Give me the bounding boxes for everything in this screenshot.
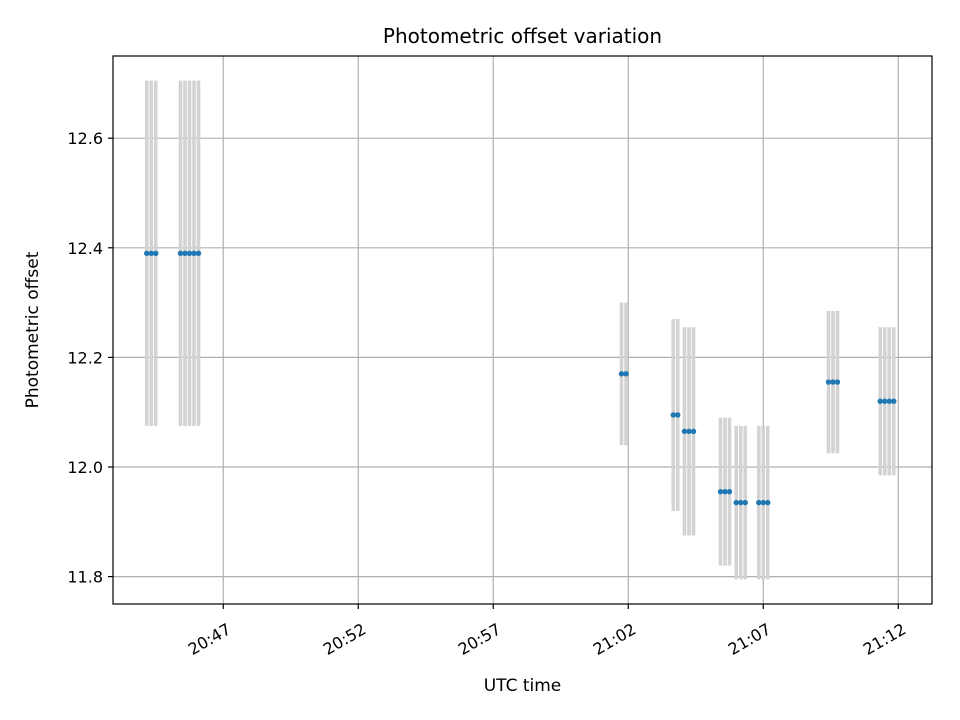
data-point <box>191 250 197 256</box>
data-point <box>686 428 692 435</box>
data-point <box>738 499 744 506</box>
data-point <box>177 250 184 256</box>
data-point <box>195 250 202 256</box>
data-point <box>825 379 832 385</box>
data-point <box>690 428 697 435</box>
data-point <box>765 499 771 506</box>
data-point <box>144 250 150 256</box>
data-point <box>681 428 688 435</box>
y-tick-label: 12.4 <box>67 239 103 258</box>
x-tick-label: 20:57 <box>455 619 504 659</box>
data-point <box>717 488 724 495</box>
data-point <box>891 398 897 404</box>
x-tick-label: 20:52 <box>320 619 369 659</box>
data-point <box>742 499 748 506</box>
data-point <box>153 250 159 256</box>
data-point <box>623 371 629 377</box>
data-points <box>144 250 897 506</box>
y-tick-label: 11.8 <box>67 568 103 587</box>
plot-frame <box>112 55 933 605</box>
data-point <box>186 250 193 256</box>
x-tick-label: 20:47 <box>185 619 234 659</box>
data-point <box>182 250 188 256</box>
data-point <box>886 398 892 404</box>
x-axis-label: UTC time <box>484 676 562 696</box>
y-tick-label: 12.6 <box>67 129 103 148</box>
data-point <box>722 488 728 495</box>
data-point <box>733 499 739 506</box>
y-tick-label: 12.0 <box>67 458 103 477</box>
y-tick-label: 12.2 <box>67 348 103 367</box>
error-bars <box>144 80 896 580</box>
data-point <box>830 379 836 385</box>
data-point <box>726 488 733 495</box>
x-tick-label: 21:07 <box>725 619 774 659</box>
data-point <box>670 412 676 418</box>
x-tick-label: 21:02 <box>590 619 639 659</box>
data-point <box>882 398 888 404</box>
data-point <box>877 398 883 404</box>
data-point <box>675 412 681 418</box>
data-point <box>618 371 625 377</box>
y-axis-label: Photometric offset <box>23 251 43 408</box>
data-point <box>756 499 762 506</box>
grid-lines <box>113 56 932 604</box>
x-tick-label: 21:12 <box>860 619 909 659</box>
data-point <box>834 379 841 385</box>
chart-title: Photometric offset variation <box>383 24 662 48</box>
data-point <box>148 250 154 256</box>
data-point <box>760 499 766 506</box>
